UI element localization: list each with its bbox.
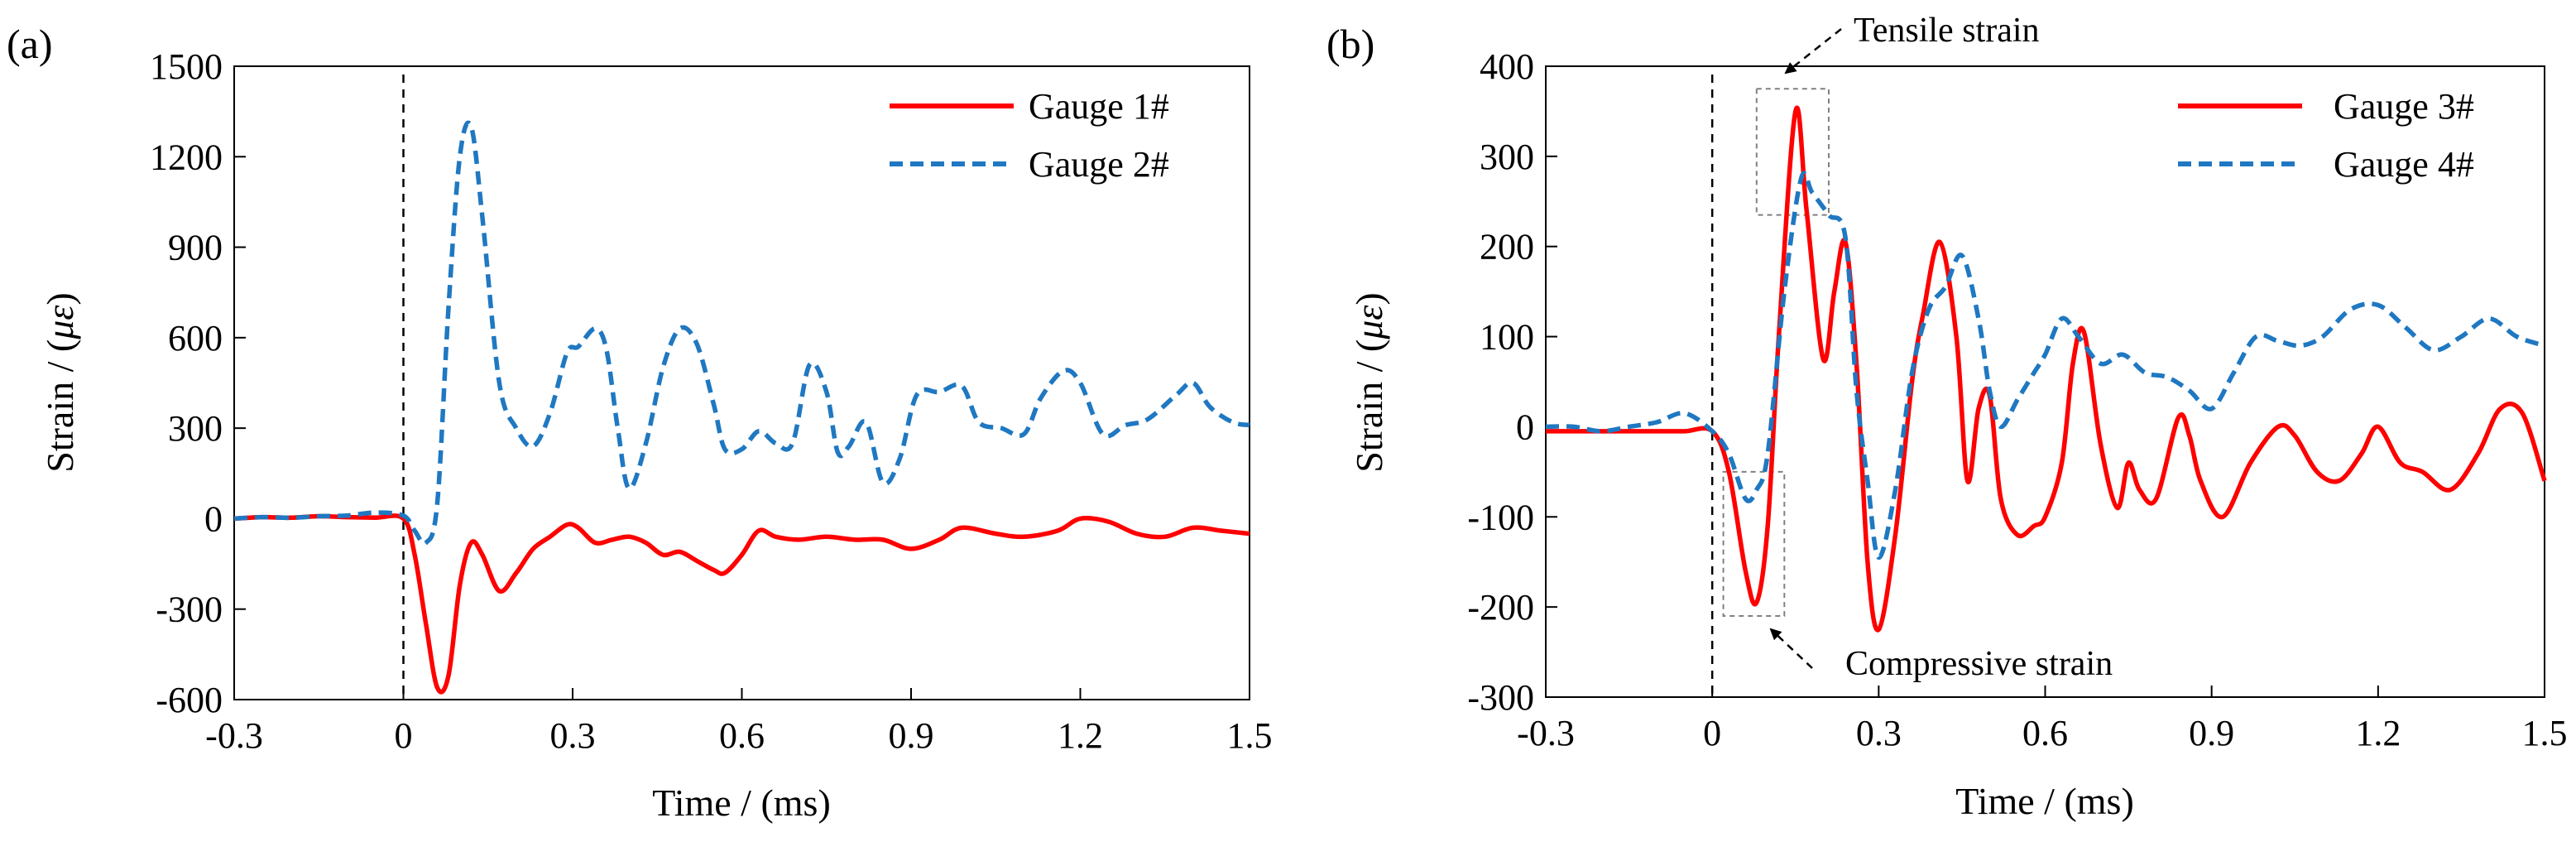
panel-a-y-axis-title: Strain / (με) xyxy=(39,292,81,473)
panel-a-series xyxy=(233,120,1250,695)
annotation-compressive-label: Compressive strain xyxy=(1845,645,2113,683)
panel-b-x-tick-label: 0.9 xyxy=(2189,713,2234,753)
panel-a-y-tick-label: 600 xyxy=(168,318,223,358)
panel-b-annotation-boxes xyxy=(1722,88,1830,618)
panel-b-x-tick-label: 0.3 xyxy=(1856,713,1902,753)
panel-a-y-axis-title-prefix: Strain / ( xyxy=(39,339,81,473)
panel-a-label: (a) xyxy=(7,21,53,67)
panel-a-y-tick-label: 1500 xyxy=(150,46,223,87)
panel-b-y-ticks: -300 -200 -100 0 100 200 300 400 xyxy=(1467,46,1557,718)
series-line-gauge-2 xyxy=(233,120,1250,546)
panel-a-x-tick-label: 0 xyxy=(395,715,413,756)
panel-a-x-tick-label: 1.5 xyxy=(1227,715,1273,756)
series-line-gauge-4 xyxy=(1545,171,2545,561)
panel-a-x-tick-label: -0.3 xyxy=(205,715,263,756)
panel-a-y-ticks: -600 -300 0 300 600 900 1200 1500 xyxy=(150,46,246,720)
panel-a-x-tick-label: 0.3 xyxy=(550,715,596,756)
annotation-compressive-arrow xyxy=(1769,628,1813,669)
panel-a-legend: Gauge 1# Gauge 2# xyxy=(890,86,1169,185)
panel-a-y-tick-label: 0 xyxy=(204,498,223,539)
panel-b-y-tick-label: 300 xyxy=(1480,137,1534,177)
panel-a-x-axis-title: Time / (ms) xyxy=(652,782,831,824)
panel-a-y-tick-label: 1200 xyxy=(150,137,223,177)
panel-b-legend: Gauge 3# Gauge 4# xyxy=(2178,86,2474,185)
panel-a-x-tick-label: 1.2 xyxy=(1058,715,1103,756)
chart-panel-a: (a) -600 -300 0 300 600 900 1200 1500 -0.3 0 0.3 0… xyxy=(7,21,1273,824)
series-line-gauge-1 xyxy=(233,513,1250,695)
panel-b-y-axis-title: Strain / (με) xyxy=(1348,292,1390,473)
panel-b-y-tick-label: -300 xyxy=(1467,677,1534,718)
annotation-tensile-strain: Tensile strain xyxy=(1784,12,2040,75)
panel-b-x-tick-label: 1.2 xyxy=(2355,713,2401,753)
panel-a-x-tick-label: 0.6 xyxy=(719,715,765,756)
legend-label-gauge-3: Gauge 3# xyxy=(2334,86,2474,127)
panel-b-y-tick-label: -100 xyxy=(1467,497,1534,537)
series-line-gauge-3 xyxy=(1546,105,2547,633)
panel-b-x-axis-title: Time / (ms) xyxy=(1955,780,2134,822)
panel-b-y-axis-title-unit: με xyxy=(1348,305,1390,340)
panel-a-y-tick-label: 900 xyxy=(168,228,223,268)
panel-b-series xyxy=(1545,105,2547,633)
panel-b-x-tick-label: -0.3 xyxy=(1517,713,1575,753)
panel-a-x-ticks: -0.3 0 0.3 0.6 0.9 1.2 1.5 xyxy=(205,688,1273,756)
legend-label-gauge-2: Gauge 2# xyxy=(1029,144,1169,185)
panel-b-label: (b) xyxy=(1326,21,1374,67)
panel-b-x-tick-label: 1.5 xyxy=(2522,713,2568,753)
panel-b-y-tick-label: 100 xyxy=(1480,317,1534,358)
panel-b-y-axis-title-suffix: ) xyxy=(1348,292,1390,305)
legend-label-gauge-4: Gauge 4# xyxy=(2334,144,2474,185)
panel-a-y-axis-title-unit: με xyxy=(39,305,81,340)
panel-b-y-tick-label: 400 xyxy=(1480,46,1534,87)
panel-b-x-ticks: -0.3 0 0.3 0.6 0.9 1.2 1.5 xyxy=(1517,686,2568,753)
panel-b-y-axis-title-prefix: Strain / ( xyxy=(1348,339,1390,473)
annotation-tensile-label: Tensile strain xyxy=(1854,12,2040,50)
panel-b-x-tick-label: 0.6 xyxy=(2022,713,2068,753)
panel-a-y-axis-title-suffix: ) xyxy=(39,292,81,305)
annotation-box-compressive xyxy=(1722,470,1786,618)
panel-a-y-tick-label: 300 xyxy=(168,408,223,449)
annotation-compressive-strain: Compressive strain xyxy=(1769,628,2113,683)
panel-b-y-tick-label: 200 xyxy=(1480,227,1534,267)
annotation-tensile-arrow xyxy=(1784,28,1842,75)
panel-b-y-tick-label: 0 xyxy=(1516,407,1534,447)
legend-label-gauge-1: Gauge 1# xyxy=(1029,86,1169,127)
panel-a-y-tick-label: -300 xyxy=(156,589,223,630)
panel-b-y-tick-label: -200 xyxy=(1467,587,1534,628)
panel-b-x-tick-label: 0 xyxy=(1703,713,1721,753)
panel-a-y-tick-label: -600 xyxy=(156,680,223,720)
chart-panel-b: (b) -300 -200 -100 0 100 200 300 400 -0.3 0 0.3 0.… xyxy=(1326,12,2568,822)
panel-a-x-tick-label: 0.9 xyxy=(889,715,934,756)
